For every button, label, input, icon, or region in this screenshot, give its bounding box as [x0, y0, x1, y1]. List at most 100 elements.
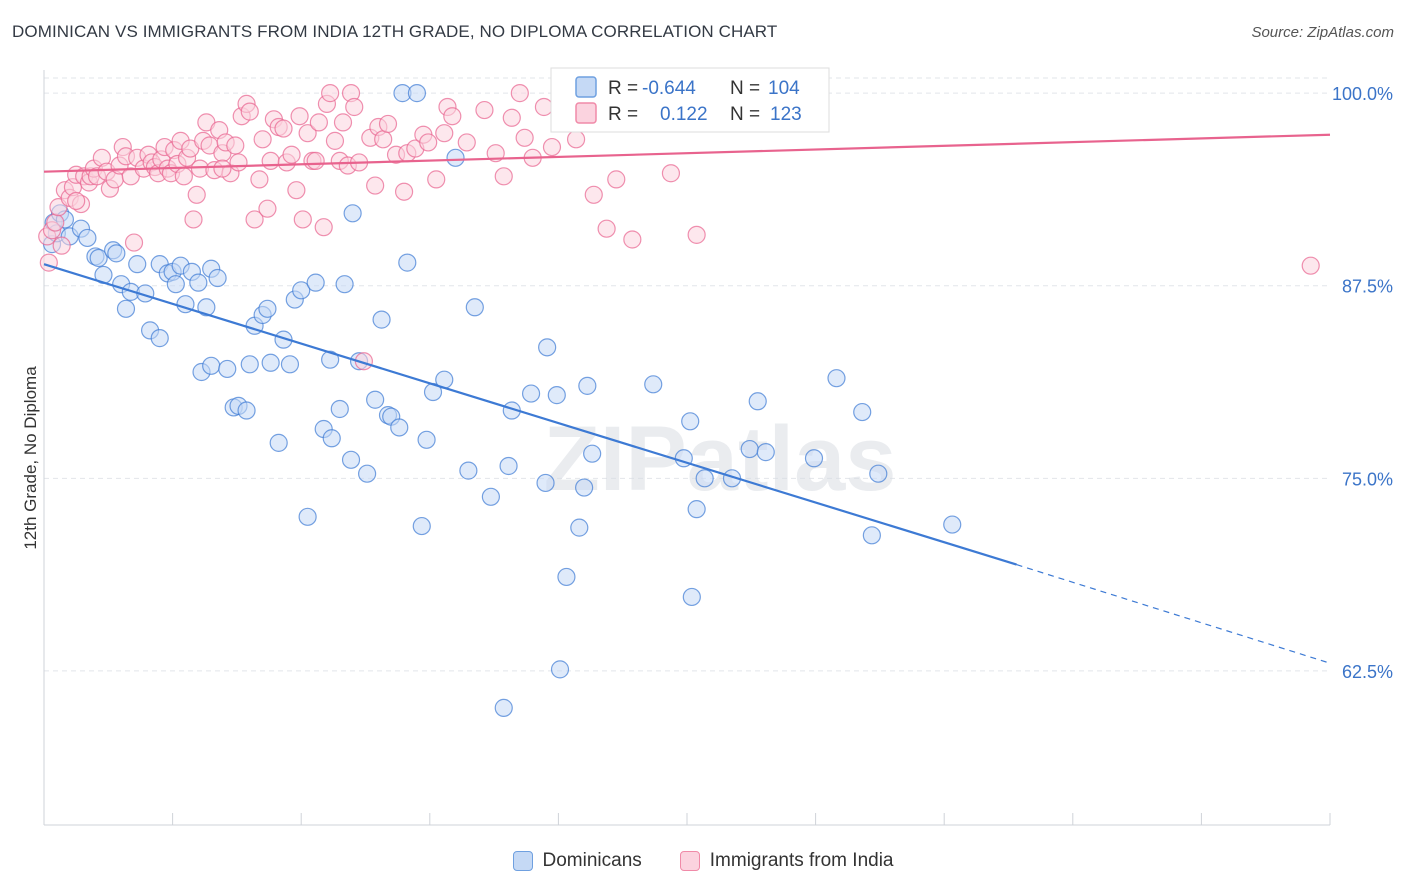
chart-source: Source: ZipAtlas.com: [1251, 24, 1394, 41]
data-point: [427, 170, 446, 189]
data-point: [202, 356, 221, 375]
data-point: [226, 136, 245, 155]
data-point: [575, 478, 594, 497]
data-point: [570, 518, 589, 537]
data-point: [78, 228, 97, 248]
data-point: [510, 84, 529, 103]
data-point: [583, 444, 602, 463]
data-point: [435, 124, 454, 143]
data-point: [240, 102, 259, 121]
data-point: [366, 390, 385, 409]
legend-r-label: R =: [608, 104, 638, 125]
data-point: [943, 515, 962, 534]
data-point: [597, 219, 616, 238]
data-point: [486, 144, 505, 163]
data-point: [290, 107, 309, 126]
data-point: [465, 298, 484, 317]
data-point: [748, 392, 767, 411]
data-point: [566, 130, 586, 149]
legend-n-value: 123: [770, 104, 802, 125]
y-tick-label: 62.5%: [1342, 662, 1393, 682]
data-point: [189, 273, 208, 292]
data-point: [682, 587, 701, 607]
data-point: [240, 355, 259, 374]
scatter-chart: ZIPatlas 62.5%75.0%87.5%100.0%0.0%80.0% …: [21, 67, 1393, 826]
data-point: [321, 350, 340, 369]
data-point: [89, 248, 108, 268]
data-point: [538, 338, 557, 357]
data-point: [547, 386, 566, 405]
data-point: [687, 500, 706, 519]
data-point: [417, 430, 436, 449]
legend-label-dominicans: Dominicans: [542, 850, 642, 871]
data-point: [644, 375, 663, 394]
data-point: [446, 148, 465, 167]
legend-box: R = -0.644 N = 104 R = 0.122 N = 123: [550, 67, 830, 133]
data-point: [298, 507, 317, 526]
data-point: [321, 84, 340, 103]
data-point: [325, 131, 345, 150]
data-point: [330, 399, 349, 419]
data-point: [398, 253, 417, 272]
data-point: [218, 359, 237, 379]
data-point: [306, 273, 325, 292]
data-point: [67, 191, 86, 211]
data-point: [298, 124, 317, 143]
data-point: [52, 236, 71, 255]
data-point: [46, 213, 65, 232]
data-point: [184, 210, 203, 229]
data-points: [38, 84, 1320, 717]
data-point: [292, 281, 311, 300]
data-point: [475, 100, 494, 120]
data-point: [341, 450, 361, 469]
bottom-legend: Dominicans Immigrants from India: [0, 850, 1406, 872]
legend-n-label: N =: [730, 104, 760, 125]
y-axis-title: 12th Grade, No Diploma: [21, 366, 40, 550]
data-point: [756, 443, 775, 462]
data-point: [407, 84, 427, 103]
y-tick-label: 87.5%: [1342, 277, 1393, 297]
data-point: [245, 210, 264, 229]
legend-r-label: R =: [608, 78, 638, 99]
data-point: [390, 418, 409, 437]
data-point: [128, 255, 147, 274]
data-point: [253, 130, 272, 149]
data-point: [378, 114, 398, 134]
chart-title: DOMINICAN VS IMMIGRANTS FROM INDIA 12TH …: [12, 22, 778, 41]
data-point: [687, 225, 706, 244]
legend-r-value: 0.122: [660, 104, 708, 125]
data-point: [166, 275, 185, 294]
data-point: [343, 204, 362, 223]
data-point: [150, 329, 169, 348]
data-point: [293, 210, 312, 229]
data-point: [282, 145, 301, 164]
legend-n-label: N =: [730, 78, 760, 99]
data-point: [827, 369, 846, 388]
data-point: [550, 660, 570, 679]
data-point: [494, 698, 513, 717]
data-point: [335, 275, 354, 294]
data-point: [374, 130, 393, 149]
data-point: [419, 133, 438, 152]
data-point: [536, 473, 555, 493]
data-point: [124, 233, 144, 252]
data-point: [515, 128, 534, 147]
data-point: [557, 567, 576, 587]
y-tick-label: 100.0%: [1332, 84, 1393, 104]
data-point: [269, 433, 288, 452]
axes: [43, 70, 1331, 826]
legend-swatch-dominicans: [575, 76, 597, 98]
data-point: [197, 298, 216, 317]
dominicans-trend-line: [43, 263, 1017, 566]
data-point: [258, 299, 277, 318]
india-trend-line: [43, 133, 1331, 173]
legend-item-dominicans: Dominicans: [512, 850, 642, 872]
data-point: [623, 230, 642, 249]
data-point: [287, 181, 306, 200]
data-point: [695, 469, 714, 488]
data-point: [681, 412, 700, 431]
data-point: [578, 376, 597, 395]
legend-r-value: -0.644: [642, 78, 696, 99]
data-point: [345, 97, 364, 117]
legend-swatch-india: [679, 851, 700, 871]
